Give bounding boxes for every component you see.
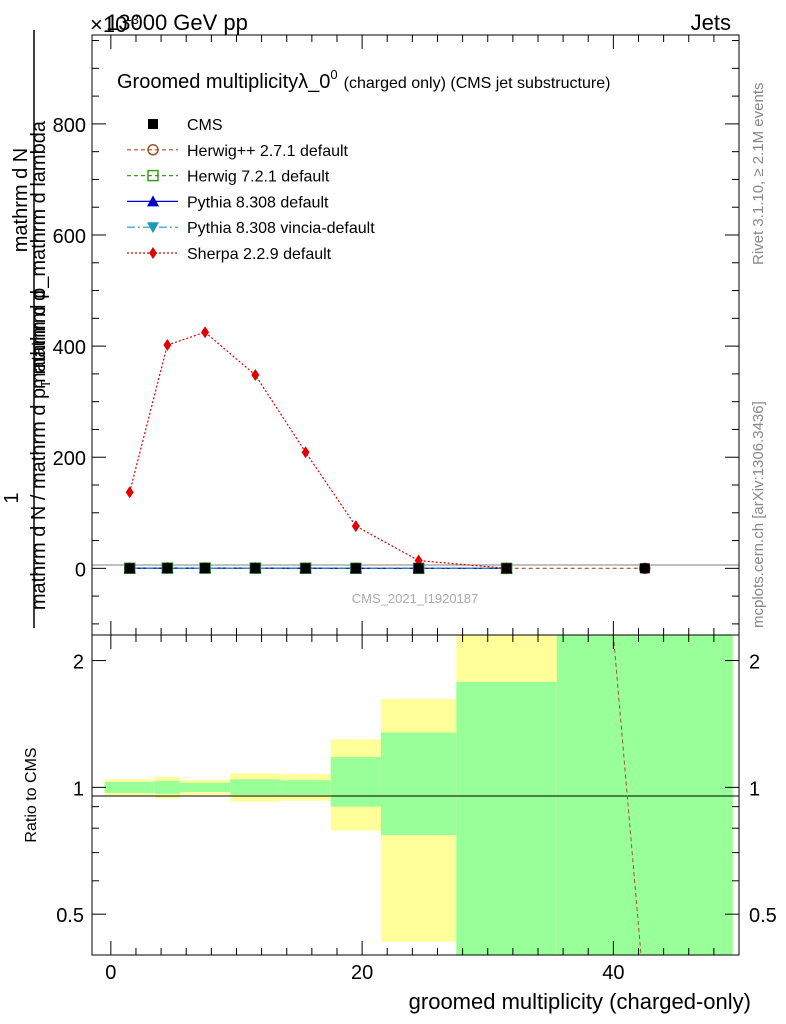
herwig-ratio-line xyxy=(612,634,642,956)
main-y-tick-label: 800 xyxy=(53,115,86,137)
legend: CMS Herwig++ 2.7.1 default Herwig 7.2.1 de… xyxy=(127,117,375,263)
legend-label: CMS xyxy=(187,117,223,134)
main-y-ticks: 0 200 400 600 800 xyxy=(53,40,739,625)
ratio-band-inner xyxy=(104,781,155,793)
ratio-y-tick-label-right: 0.5 xyxy=(749,905,777,927)
main-plot: 0 200 400 600 800 Groomed multiplicityλ_00(c… xyxy=(1,30,740,636)
ratio-y-tick-label: 2 xyxy=(73,652,84,674)
legend-marker xyxy=(147,195,159,207)
legend-label: Pythia 8.308 default xyxy=(187,194,329,211)
data-point xyxy=(300,563,311,574)
data-point xyxy=(162,563,173,574)
process-label: Jets xyxy=(691,10,731,35)
legend-marker xyxy=(149,247,157,259)
ratio-x-ticks: 0 20 40 xyxy=(105,635,715,984)
legend-label: Herwig++ 2.7.1 default xyxy=(187,143,349,160)
legend-marker xyxy=(148,119,158,129)
legend-marker xyxy=(147,222,159,234)
data-point xyxy=(125,486,134,499)
data-point xyxy=(639,563,650,574)
main-y-tick-label: 600 xyxy=(53,226,86,248)
ratio-x-tick-label: 20 xyxy=(351,962,373,984)
energy-label: 13000 GeV pp xyxy=(106,10,248,35)
ratio-plot-frame xyxy=(91,634,740,956)
ratio-band-inner xyxy=(179,782,231,793)
main-y-tick-label: 400 xyxy=(53,337,86,359)
data-point xyxy=(124,563,135,574)
rivet-label: Rivet 3.1.10, ≥ 2.1M events xyxy=(750,83,767,266)
data-point xyxy=(350,563,361,574)
data-point xyxy=(413,563,424,574)
main-y-tick-label: 200 xyxy=(53,448,86,470)
y-label-bottom: mathrm d N / mathrm d pT mathrm d xyxy=(28,290,53,610)
ratio-band-inner xyxy=(154,781,180,794)
main-x-ticks xyxy=(110,35,715,635)
ratio-band-inner xyxy=(280,780,331,795)
main-series xyxy=(123,326,651,575)
data-point xyxy=(501,563,512,574)
data-point xyxy=(351,520,360,533)
exponent-label: ×10-3 xyxy=(90,12,139,37)
y-label-top-a: mathrm d N xyxy=(10,148,32,252)
ratio-y-label: Ratio to CMS xyxy=(23,747,40,842)
ratio-y-ticks: 0.5 0.5 1 1 2 2 xyxy=(56,652,777,928)
legend-label: Sherpa 2.2.9 default xyxy=(187,246,332,263)
legend-marker xyxy=(147,169,159,182)
ratio-band-inner xyxy=(556,635,733,955)
mcplots-label: mcplots.cern.ch [arXiv:1306.3436] xyxy=(750,401,767,628)
data-point xyxy=(201,326,210,339)
ratio-x-tick-label: 0 xyxy=(105,962,116,984)
legend-marker xyxy=(147,144,159,156)
ratio-x-tick-label: 40 xyxy=(602,962,624,984)
ratio-y-tick-label: 0.5 xyxy=(56,905,84,927)
ratio-band-inner xyxy=(330,757,381,807)
data-point xyxy=(251,369,260,381)
ratio-band-inner xyxy=(456,681,557,955)
ratio-band-inner xyxy=(230,779,281,795)
main-y-label: 1 mathrm d p_mathrm d lambda mathrm d N … xyxy=(1,30,53,628)
legend-label: Herwig 7.2.1 default xyxy=(187,169,330,186)
main-y-tick-label: 0 xyxy=(75,559,86,581)
data-point xyxy=(163,339,172,351)
ratio-y-tick-label: 1 xyxy=(73,778,84,800)
ratio-bands xyxy=(104,635,733,955)
data-point xyxy=(200,563,211,574)
plot-title: Groomed multiplicityλ_00(charged only) (… xyxy=(117,67,610,93)
x-axis-label: groomed multiplicity (charged-only) xyxy=(409,989,751,1014)
ratio-plot: 0.5 0.5 1 1 2 2 0 20 40 Ratio to CMS groomed mu… xyxy=(23,634,777,1014)
ratio-band-inner xyxy=(380,732,457,836)
data-point xyxy=(301,446,310,459)
watermark: CMS_2021_I1920187 xyxy=(352,591,479,606)
legend-label: Pythia 8.308 vincia-default xyxy=(187,220,375,237)
series-line xyxy=(129,331,507,569)
ratio-y-tick-label-right: 1 xyxy=(749,778,760,800)
y-label-numerator: 1 xyxy=(1,492,23,503)
ratio-y-tick-label-right: 2 xyxy=(749,652,760,674)
data-point xyxy=(250,563,261,574)
